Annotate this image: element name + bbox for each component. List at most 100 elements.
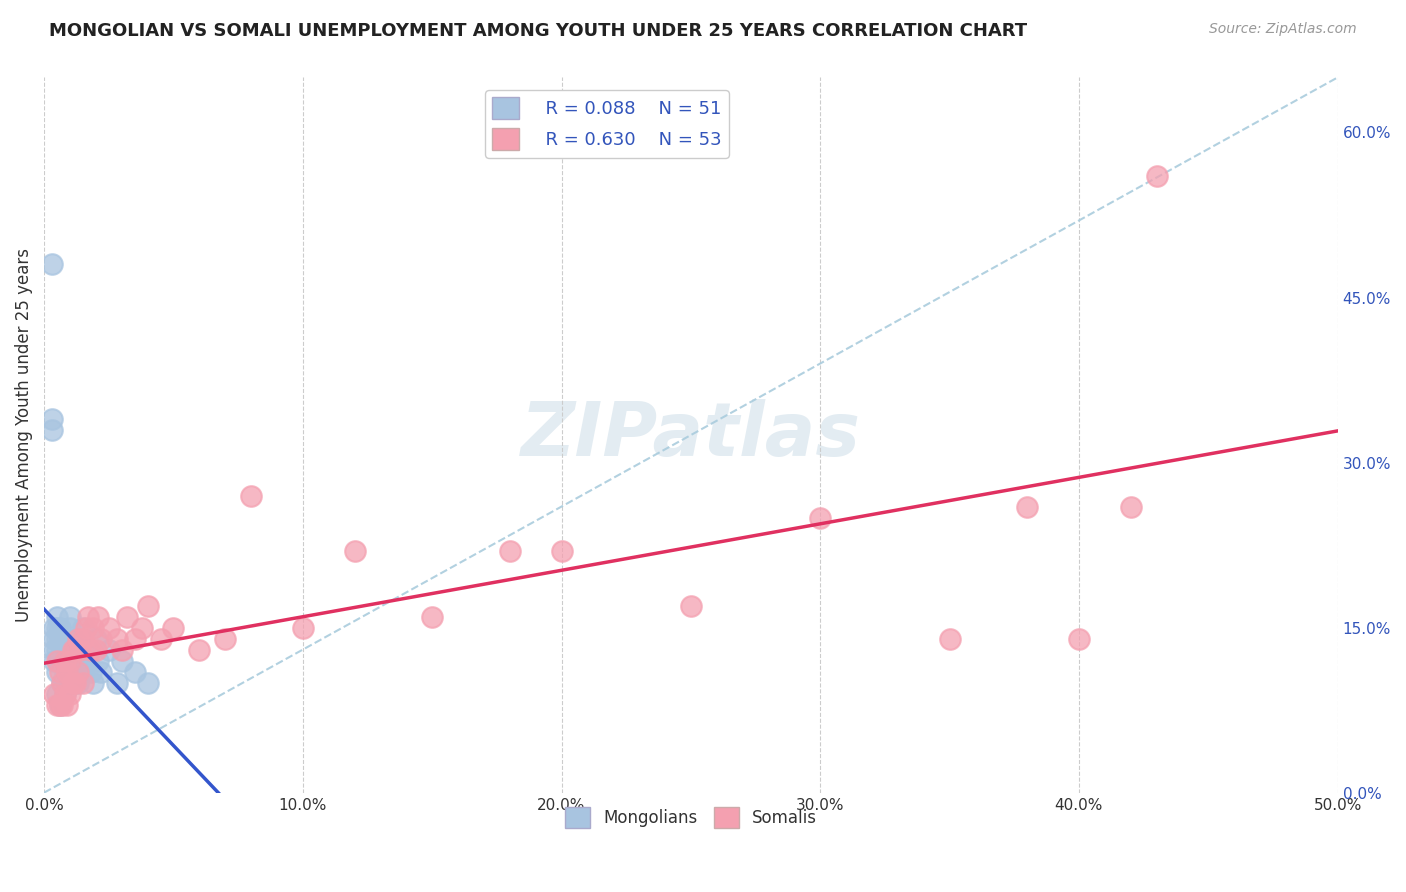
Point bbox=[44, 632, 66, 646]
Point bbox=[48, 654, 70, 668]
Point bbox=[44, 621, 66, 635]
Point bbox=[420, 609, 443, 624]
Point bbox=[53, 665, 76, 679]
Point bbox=[87, 609, 110, 624]
Point bbox=[1146, 169, 1168, 184]
Point bbox=[84, 642, 107, 657]
Point bbox=[82, 675, 104, 690]
Point bbox=[75, 621, 97, 635]
Point bbox=[66, 632, 89, 646]
Point bbox=[1017, 500, 1039, 514]
Point bbox=[79, 665, 101, 679]
Point bbox=[87, 654, 110, 668]
Point bbox=[59, 687, 82, 701]
Point bbox=[41, 258, 63, 272]
Point bbox=[63, 675, 86, 690]
Point bbox=[48, 665, 70, 679]
Point bbox=[63, 642, 86, 657]
Point bbox=[75, 642, 97, 657]
Point bbox=[105, 675, 128, 690]
Point bbox=[84, 632, 107, 646]
Point bbox=[48, 698, 70, 712]
Point bbox=[56, 654, 79, 668]
Point bbox=[59, 665, 82, 679]
Point bbox=[72, 621, 94, 635]
Point bbox=[69, 642, 91, 657]
Point bbox=[56, 698, 79, 712]
Point bbox=[188, 642, 211, 657]
Point bbox=[53, 654, 76, 668]
Point bbox=[679, 599, 702, 613]
Point bbox=[48, 621, 70, 635]
Point bbox=[51, 632, 73, 646]
Point bbox=[46, 621, 69, 635]
Point bbox=[59, 609, 82, 624]
Point bbox=[1067, 632, 1090, 646]
Point bbox=[56, 665, 79, 679]
Point bbox=[56, 675, 79, 690]
Point bbox=[62, 654, 84, 668]
Point bbox=[59, 642, 82, 657]
Point bbox=[136, 675, 159, 690]
Point bbox=[111, 654, 134, 668]
Point bbox=[53, 687, 76, 701]
Point bbox=[53, 687, 76, 701]
Point bbox=[44, 642, 66, 657]
Point bbox=[46, 642, 69, 657]
Point bbox=[136, 599, 159, 613]
Point bbox=[79, 642, 101, 657]
Point bbox=[63, 665, 86, 679]
Point bbox=[48, 698, 70, 712]
Point bbox=[41, 423, 63, 437]
Point bbox=[46, 665, 69, 679]
Point bbox=[105, 632, 128, 646]
Point bbox=[90, 632, 112, 646]
Point bbox=[51, 698, 73, 712]
Point bbox=[46, 698, 69, 712]
Point bbox=[214, 632, 236, 646]
Point bbox=[66, 665, 89, 679]
Text: ZIPatlas: ZIPatlas bbox=[520, 399, 860, 472]
Point bbox=[69, 654, 91, 668]
Point bbox=[77, 609, 100, 624]
Text: MONGOLIAN VS SOMALI UNEMPLOYMENT AMONG YOUTH UNDER 25 YEARS CORRELATION CHART: MONGOLIAN VS SOMALI UNEMPLOYMENT AMONG Y… bbox=[49, 22, 1028, 40]
Point bbox=[1119, 500, 1142, 514]
Point bbox=[808, 510, 831, 524]
Point bbox=[59, 621, 82, 635]
Point bbox=[90, 665, 112, 679]
Point bbox=[72, 675, 94, 690]
Point bbox=[124, 665, 146, 679]
Point bbox=[44, 654, 66, 668]
Point bbox=[62, 642, 84, 657]
Point bbox=[51, 675, 73, 690]
Point bbox=[63, 632, 86, 646]
Point bbox=[162, 621, 184, 635]
Point bbox=[115, 609, 138, 624]
Point bbox=[46, 687, 69, 701]
Text: Source: ZipAtlas.com: Source: ZipAtlas.com bbox=[1209, 22, 1357, 37]
Point bbox=[62, 675, 84, 690]
Point bbox=[97, 642, 120, 657]
Point bbox=[97, 621, 120, 635]
Point bbox=[77, 654, 100, 668]
Point bbox=[53, 654, 76, 668]
Y-axis label: Unemployment Among Youth under 25 years: Unemployment Among Youth under 25 years bbox=[15, 248, 32, 622]
Point bbox=[499, 543, 522, 558]
Point bbox=[550, 543, 572, 558]
Point bbox=[53, 642, 76, 657]
Point bbox=[41, 411, 63, 425]
Point bbox=[46, 632, 69, 646]
Point bbox=[343, 543, 366, 558]
Point bbox=[44, 687, 66, 701]
Point bbox=[48, 632, 70, 646]
Point bbox=[59, 654, 82, 668]
Point bbox=[111, 642, 134, 657]
Point bbox=[46, 609, 69, 624]
Point bbox=[72, 665, 94, 679]
Point bbox=[66, 675, 89, 690]
Point bbox=[131, 621, 153, 635]
Point bbox=[51, 675, 73, 690]
Point bbox=[51, 642, 73, 657]
Point bbox=[82, 621, 104, 635]
Point bbox=[291, 621, 314, 635]
